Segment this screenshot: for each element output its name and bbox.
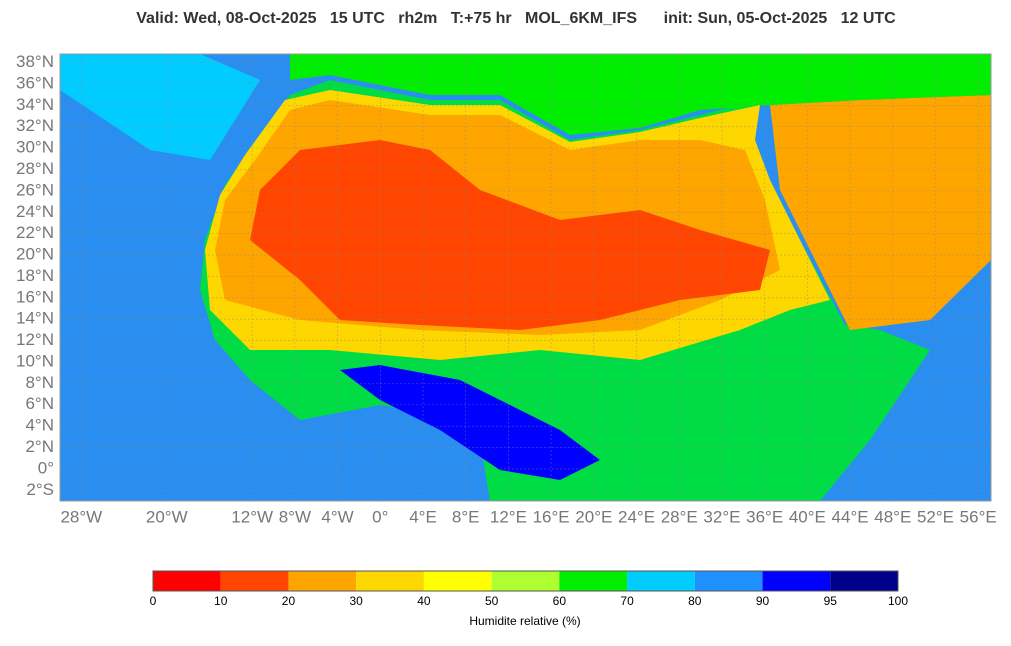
lat-label: 36°N — [16, 73, 54, 92]
lat-label: 32°N — [16, 116, 54, 135]
lon-label: 36°E — [746, 507, 783, 526]
lon-label: 20°E — [575, 507, 612, 526]
lon-label: 44°E — [832, 507, 869, 526]
lon-label: 24°E — [618, 507, 655, 526]
colorbar-frame — [152, 570, 899, 592]
colorbar-tick-label: 60 — [553, 594, 567, 608]
lat-label: 8°N — [25, 373, 54, 392]
lon-label: 32°E — [703, 507, 740, 526]
lon-label: 8°W — [279, 507, 311, 526]
lon-label: 56°E — [960, 507, 997, 526]
axes: 38°N 36°N 34°N 32°N 30°N 28°N 26°N 24°N 22°N 20°N… — [16, 52, 997, 526]
lat-label: 22°N — [16, 223, 54, 242]
lon-label: 4°E — [409, 507, 437, 526]
map-frame — [59, 53, 992, 502]
lat-label: 16°N — [16, 287, 54, 306]
colorbar-tick-label: 0 — [150, 594, 157, 608]
colorbar-tick-label: 50 — [485, 594, 499, 608]
lat-label: 6°N — [25, 394, 54, 413]
colorbar-segment — [830, 571, 898, 591]
colorbar-tick-label: 30 — [350, 594, 364, 608]
map — [60, 54, 991, 501]
lat-label: 26°N — [16, 180, 54, 199]
colorbar-label: Humidite relative (%) — [469, 614, 580, 628]
colorbar-tick-label: 10 — [214, 594, 228, 608]
colorbar-tick-label: 100 — [888, 594, 908, 608]
colorbar-segment — [423, 571, 492, 591]
lat-label: 0° — [38, 458, 54, 477]
lon-label: 28°W — [60, 507, 102, 526]
colorbar-tick-label: 90 — [756, 594, 770, 608]
lat-label: 28°N — [16, 159, 54, 178]
lat-label: 18°N — [16, 266, 54, 285]
lon-label: 28°E — [661, 507, 698, 526]
lon-label: 16°E — [533, 507, 570, 526]
wet-core — [340, 365, 600, 480]
colorbar-tick-label: 95 — [824, 594, 838, 608]
lon-label: 4°W — [321, 507, 353, 526]
lat-label: 30°N — [16, 138, 54, 157]
lon-label: 40°E — [789, 507, 826, 526]
lat-label: 24°N — [16, 202, 54, 221]
lat-label: 34°N — [16, 95, 54, 114]
lat-label: 2°N — [25, 437, 54, 456]
lon-label: 12°E — [490, 507, 527, 526]
lon-label: 0° — [372, 507, 388, 526]
lat-label: 2°S — [26, 480, 54, 499]
colorbar-tick-label: 70 — [620, 594, 634, 608]
colorbar-segment — [356, 571, 424, 591]
lat-label: 4°N — [25, 416, 54, 435]
lon-label: 20°W — [146, 507, 188, 526]
north-atlantic — [60, 54, 260, 160]
graticule — [60, 54, 991, 501]
colorbar-segment — [153, 571, 221, 591]
colorbar-segment — [762, 571, 831, 591]
colorbar-tick-label: 40 — [417, 594, 431, 608]
colorbar-segment — [220, 571, 289, 591]
lat-label: 20°N — [16, 245, 54, 264]
colorbar-tick-label: 80 — [688, 594, 702, 608]
lon-label: 8°E — [452, 507, 480, 526]
lat-label: 38°N — [16, 52, 54, 71]
colorbar-segment — [694, 571, 763, 591]
colorbar-segment — [627, 571, 695, 591]
title: Valid: Wed, 08-Oct-2025 15 UTC rh2m T:+7… — [136, 10, 896, 27]
europe — [290, 54, 991, 135]
colorbar: 0 10 20 30 40 50 60 70 80 90 95 100 — [150, 570, 908, 608]
lat-label: 14°N — [16, 309, 54, 328]
colorbar-segment — [288, 571, 357, 591]
lat-label: 12°N — [16, 330, 54, 349]
colorbar-segment — [559, 571, 628, 591]
colorbar-segment — [491, 571, 560, 591]
lon-label: 12°W — [231, 507, 273, 526]
lat-label: 10°N — [16, 351, 54, 370]
lon-label: 48°E — [874, 507, 911, 526]
lon-label: 52°E — [917, 507, 954, 526]
colorbar-tick-label: 20 — [282, 594, 296, 608]
